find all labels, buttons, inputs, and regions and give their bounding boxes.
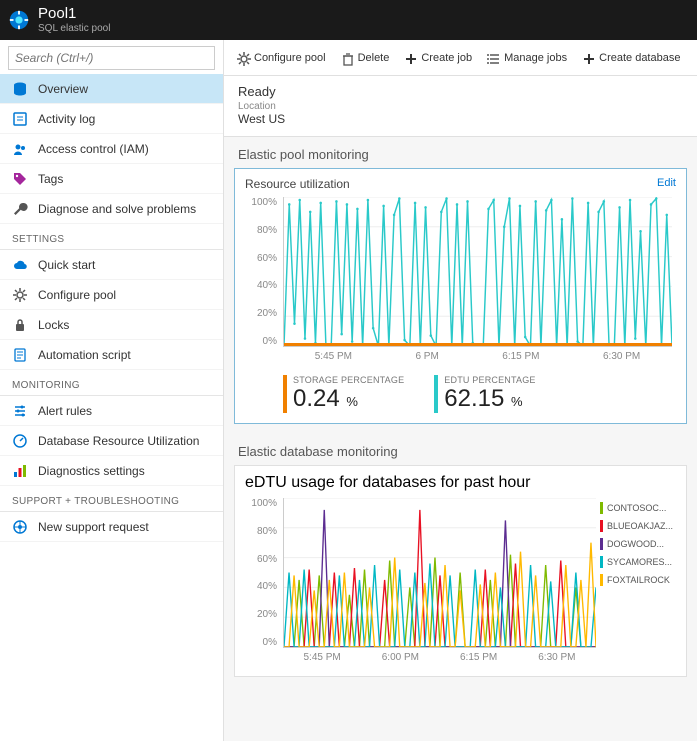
- panel2-outer-title: Elastic database monitoring: [224, 434, 697, 465]
- gear-icon: [12, 287, 28, 303]
- metric-value: 62.15 %: [444, 385, 535, 413]
- panel2-title: eDTU usage for databases for past hour: [245, 474, 676, 492]
- gear-icon: [236, 51, 250, 65]
- list-icon: [486, 51, 500, 65]
- manage-button[interactable]: Manage jobs: [480, 47, 573, 69]
- bars-icon: [12, 463, 28, 479]
- script-icon: [12, 347, 28, 363]
- sidebar-item-diagset[interactable]: Diagnostics settings: [0, 456, 223, 486]
- plus-icon: [403, 51, 417, 65]
- pool-icon: [8, 9, 30, 31]
- sidebar-item-dbres[interactable]: Database Resource Utilization: [0, 426, 223, 456]
- edtu-chart: 100%80%60%40%20%0% 5:45 PM6:00 PM6:15 PM…: [245, 498, 676, 668]
- sidebar-item-support[interactable]: New support request: [0, 512, 223, 542]
- sidebar-item-label: Quick start: [38, 258, 95, 272]
- edit-link[interactable]: Edit: [657, 177, 676, 189]
- nav-section-title: SETTINGS: [0, 224, 223, 250]
- tool-label: Create database: [599, 52, 680, 64]
- legend-item: FOXTAILROCK: [600, 574, 676, 586]
- sidebar-item-tags[interactable]: Tags: [0, 164, 223, 194]
- gauge-icon: [12, 433, 28, 449]
- sidebar-item-label: Configure pool: [38, 288, 116, 302]
- location-label: Location: [238, 101, 683, 112]
- page-title: Pool1: [38, 6, 110, 23]
- sidebar-item-conf[interactable]: Configure pool: [0, 280, 223, 310]
- del-button[interactable]: Delete: [334, 47, 396, 69]
- lock-icon: [12, 317, 28, 333]
- location-value: West US: [238, 112, 683, 126]
- sidebar-item-label: Diagnostics settings: [38, 464, 145, 478]
- legend-item: SYCAMORES...: [600, 556, 676, 568]
- tool-label: Create job: [421, 52, 472, 64]
- tag-icon: [12, 171, 28, 187]
- metric-STORAGE PERCENTAGE: STORAGE PERCENTAGE 0.24 %: [283, 375, 404, 413]
- tool-label: Configure pool: [254, 52, 326, 64]
- sidebar-item-quick[interactable]: Quick start: [0, 250, 223, 280]
- plus-icon: [581, 51, 595, 65]
- sidebar-item-label: Tags: [38, 172, 63, 186]
- metric-EDTU PERCENTAGE: EDTU PERCENTAGE 62.15 %: [434, 375, 535, 413]
- legend-item: CONTOSOC...: [600, 502, 676, 514]
- sidebar-item-label: Overview: [38, 82, 88, 96]
- rules-icon: [12, 403, 28, 419]
- toolbar: Configure pool Delete Create job Manage …: [224, 40, 697, 76]
- resource-util-panel[interactable]: Resource utilization Edit 100%80%60%40%2…: [234, 168, 687, 424]
- support-icon: [12, 519, 28, 535]
- sidebar-item-alert[interactable]: Alert rules: [0, 396, 223, 426]
- trash-icon: [340, 51, 354, 65]
- header: Pool1 SQL elastic pool: [0, 0, 697, 40]
- sidebar-item-label: Access control (IAM): [38, 142, 149, 156]
- nav-section-title: SUPPORT + TROUBLESHOOTING: [0, 486, 223, 512]
- wrench-icon: [12, 201, 28, 217]
- sidebar: Overview Activity log Access control (IA…: [0, 40, 224, 741]
- sidebar-item-auto[interactable]: Automation script: [0, 340, 223, 370]
- metric-label: EDTU PERCENTAGE: [444, 375, 535, 385]
- sidebar-item-locks[interactable]: Locks: [0, 310, 223, 340]
- metric-label: STORAGE PERCENTAGE: [293, 375, 404, 385]
- nav-section-title: MONITORING: [0, 370, 223, 396]
- log-icon: [12, 111, 28, 127]
- info-strip: Ready Location West US: [224, 76, 697, 137]
- cloud-icon: [12, 257, 28, 273]
- tool-label: Delete: [358, 52, 390, 64]
- legend-item: BLUEOAKJAZ...: [600, 520, 676, 532]
- createdb-button[interactable]: Create database: [575, 47, 686, 69]
- legend-item: DOGWOOD...: [600, 538, 676, 550]
- sidebar-item-label: Automation script: [38, 348, 131, 362]
- page-subtitle: SQL elastic pool: [38, 23, 110, 34]
- metric-value: 0.24 %: [293, 385, 404, 413]
- sidebar-item-activity[interactable]: Activity log: [0, 104, 223, 134]
- sidebar-item-label: Diagnose and solve problems: [38, 202, 196, 216]
- search-box[interactable]: [8, 46, 215, 70]
- sidebar-item-label: New support request: [38, 520, 149, 534]
- sidebar-item-label: Database Resource Utilization: [38, 434, 199, 448]
- sidebar-item-label: Locks: [38, 318, 69, 332]
- people-icon: [12, 141, 28, 157]
- search-input[interactable]: [15, 51, 208, 65]
- create-button[interactable]: Create job: [397, 47, 478, 69]
- status-text: Ready: [238, 84, 683, 99]
- tool-label: Manage jobs: [504, 52, 567, 64]
- sidebar-item-iam[interactable]: Access control (IAM): [0, 134, 223, 164]
- conf-button[interactable]: Configure pool: [230, 47, 332, 69]
- sidebar-item-label: Alert rules: [38, 404, 92, 418]
- sidebar-item-overview[interactable]: Overview: [0, 74, 223, 104]
- edtu-panel[interactable]: eDTU usage for databases for past hour 1…: [234, 465, 687, 677]
- main-content: Configure pool Delete Create job Manage …: [224, 40, 697, 741]
- panel1-outer-title: Elastic pool monitoring: [224, 137, 697, 168]
- resource-chart: 100%80%60%40%20%0% 5:45 PM6 PM6:15 PM6:3…: [245, 197, 676, 367]
- sidebar-item-diag[interactable]: Diagnose and solve problems: [0, 194, 223, 224]
- sidebar-item-label: Activity log: [38, 112, 95, 126]
- db-icon: [12, 81, 28, 97]
- panel1-title: Resource utilization: [245, 177, 676, 191]
